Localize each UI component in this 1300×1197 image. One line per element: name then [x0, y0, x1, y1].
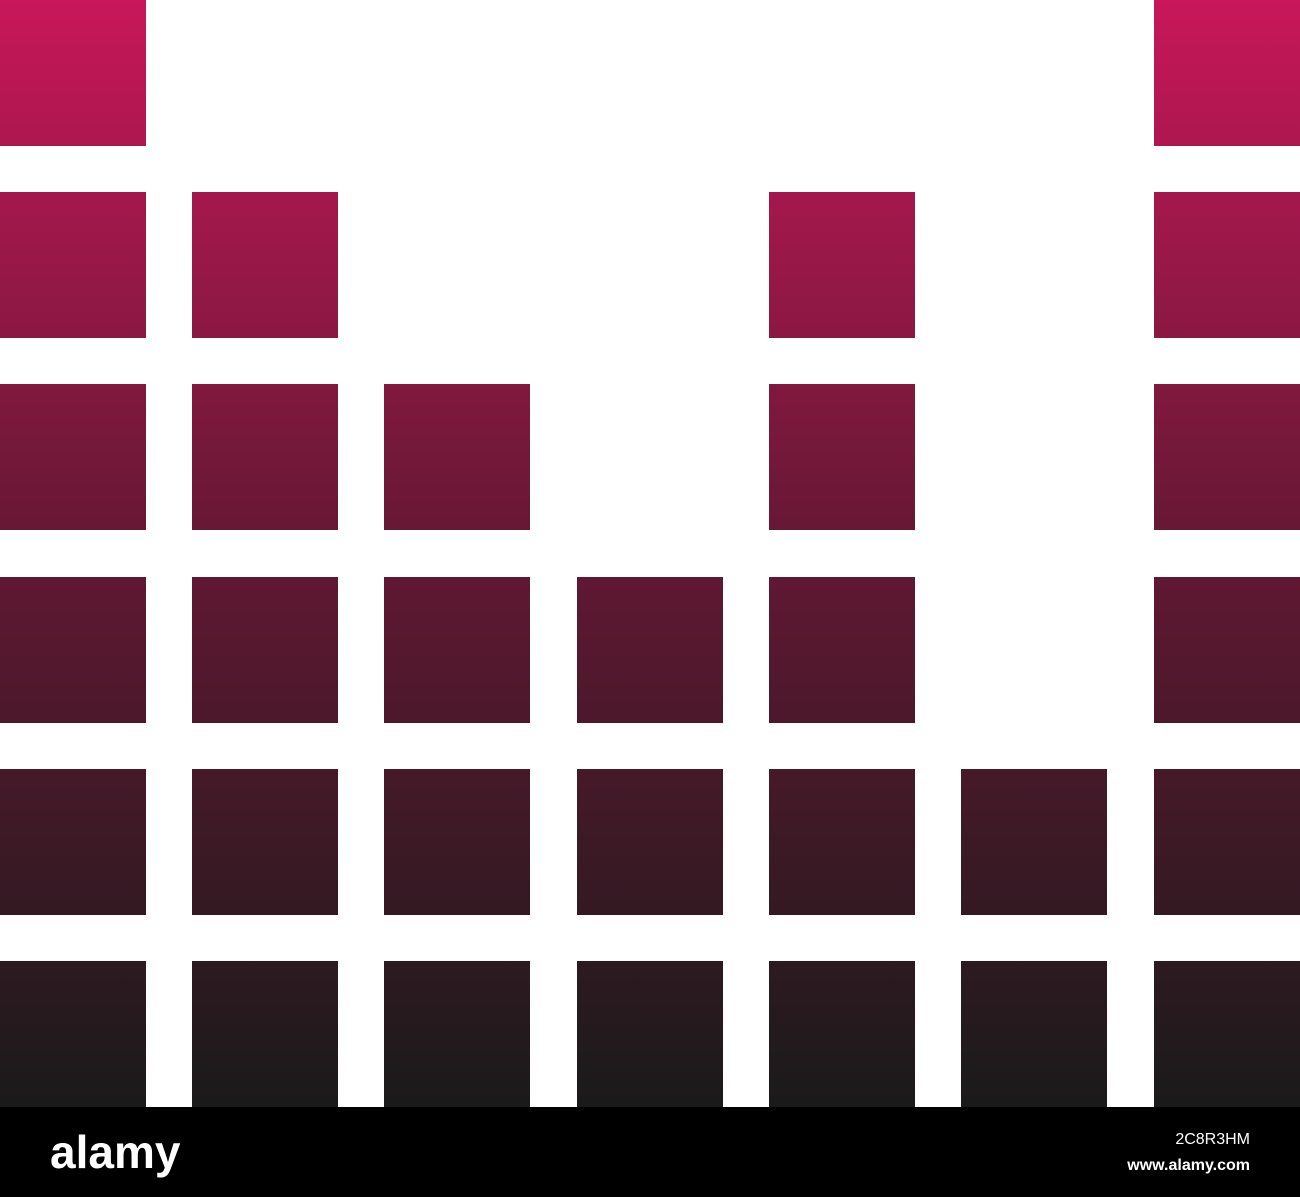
block	[1154, 769, 1300, 915]
watermark-logo: alamy	[50, 1126, 181, 1178]
block	[192, 769, 338, 915]
block	[192, 961, 338, 1107]
block	[0, 577, 146, 723]
block	[192, 577, 338, 723]
block	[192, 384, 338, 530]
block	[1154, 384, 1300, 530]
block	[1154, 0, 1300, 146]
block	[1154, 577, 1300, 723]
block	[769, 769, 915, 915]
block	[0, 961, 146, 1107]
block	[384, 577, 530, 723]
block	[384, 769, 530, 915]
block	[769, 961, 915, 1107]
block	[384, 961, 530, 1107]
block	[0, 384, 146, 530]
watermark-image-id: 2C8R3HM	[1175, 1131, 1250, 1148]
block	[1154, 192, 1300, 338]
equalizer-blocks	[0, 0, 1300, 1107]
block	[1154, 961, 1300, 1107]
block	[0, 0, 146, 146]
block	[577, 961, 723, 1107]
block	[961, 961, 1107, 1107]
block	[769, 577, 915, 723]
watermark-url: www.alamy.com	[1126, 1157, 1250, 1174]
block	[0, 769, 146, 915]
block	[577, 769, 723, 915]
block	[192, 192, 338, 338]
block	[577, 577, 723, 723]
block	[961, 769, 1107, 915]
block	[769, 384, 915, 530]
block	[384, 384, 530, 530]
block	[0, 192, 146, 338]
watermark-bar	[0, 1107, 1300, 1197]
block	[769, 192, 915, 338]
